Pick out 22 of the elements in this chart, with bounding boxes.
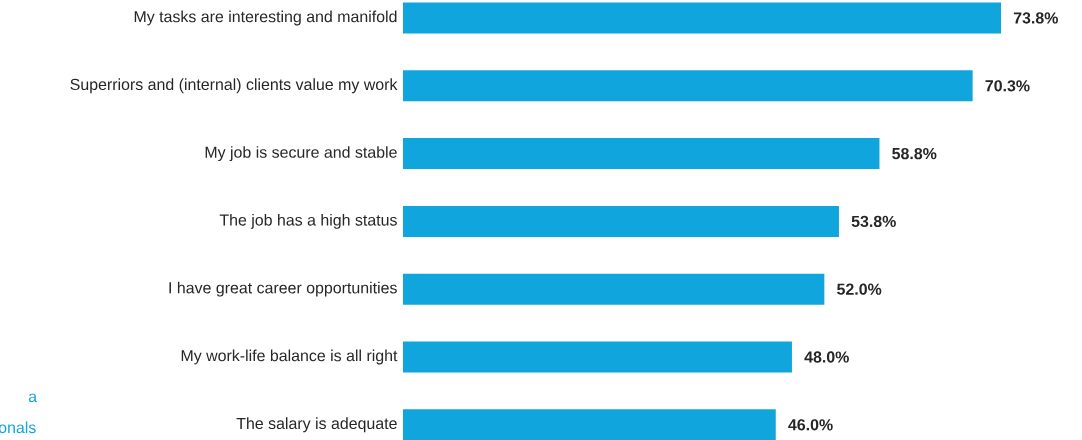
bar: [403, 341, 792, 373]
bar: [403, 409, 776, 440]
y-tick-label: The job has a high status: [219, 213, 397, 229]
y-tick-label: Superriors and (internal) clients value my work: [70, 78, 398, 94]
bar: [403, 2, 1002, 34]
y-tick-label: My job is secure and stable: [205, 146, 397, 162]
data-label: 73.8%: [1013, 12, 1058, 24]
y-tick-label: My work-life balance is all right: [181, 349, 398, 365]
data-label: 53.8%: [851, 215, 896, 228]
bar: [403, 138, 880, 170]
bar: [403, 205, 839, 237]
data-label: 70.3%: [985, 80, 1030, 92]
bar: [403, 70, 973, 102]
y-tick-label: I have great career opportunities: [169, 281, 397, 297]
y-tick-label: The salary is adequate: [236, 417, 397, 433]
y-tick-label: My tasks are interesting and manifold: [134, 10, 397, 26]
data-label: 52.0%: [837, 283, 882, 295]
data-label: 48.0%: [804, 351, 849, 363]
data-label: 46.0%: [788, 419, 833, 431]
bar: [403, 273, 825, 305]
data-label: 58.8%: [892, 147, 937, 160]
text: a: [28, 393, 38, 403]
